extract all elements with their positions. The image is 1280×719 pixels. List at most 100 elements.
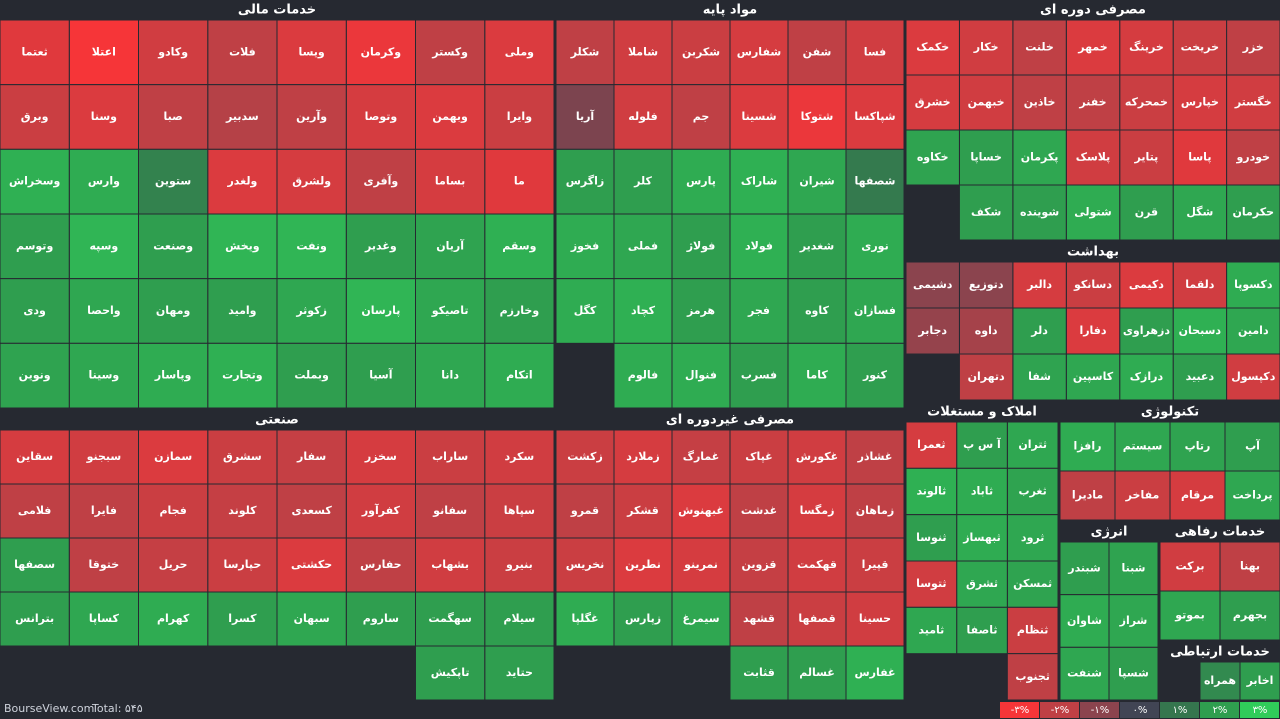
tile-name: آپ [1245, 439, 1260, 453]
tile [787, 148, 847, 215]
tile-name: حکشتی [291, 558, 332, 571]
tile-name: شسپا [1118, 667, 1149, 680]
tile-name: دسانکو [1073, 278, 1112, 291]
site-name: BourseView.com [4, 702, 94, 715]
tile [671, 537, 731, 593]
tile-name: وآفری [364, 174, 399, 188]
tile-name: وکادو [157, 45, 188, 58]
tile [68, 429, 139, 485]
tile [1012, 129, 1067, 186]
tile-name: وخارزم [500, 304, 540, 317]
tile [671, 483, 731, 539]
tile-name: ودی [23, 304, 46, 317]
tile-name: وسخراش [9, 175, 61, 188]
tile [345, 213, 416, 280]
tile-name: سخزر [364, 450, 397, 463]
tile [68, 591, 139, 647]
legend-swatch [1000, 702, 1039, 718]
tile [845, 84, 905, 150]
tile-name: ثتوسا [916, 577, 946, 590]
tile [729, 645, 789, 701]
tile [671, 84, 731, 150]
tile [68, 148, 139, 215]
sector-title: مصرفی غیردوره ای [666, 413, 794, 428]
tile-name: کسرا [228, 612, 257, 625]
tile [276, 19, 347, 86]
tile-name: فلامی [18, 504, 52, 517]
tile-name: شپاکسا [854, 110, 895, 123]
tile [207, 148, 278, 215]
tile [138, 19, 209, 86]
tile-name: مرقام [1181, 489, 1214, 502]
tile-name: دفارا [1079, 324, 1106, 337]
tile [1226, 353, 1280, 401]
tile-name: وصنعت [153, 239, 193, 252]
tile [613, 148, 673, 215]
tile-name: هرمز [686, 304, 715, 317]
tile-name: خساپا [970, 151, 1002, 164]
tile-name: ثاباد [971, 485, 993, 498]
sector-title: انرژی [1091, 525, 1128, 540]
tile-name: وسنا [91, 110, 117, 123]
tile [1172, 129, 1228, 186]
tile-name: وتوصا [365, 110, 398, 123]
tile [956, 467, 1008, 516]
tile-name: خشرق [915, 96, 951, 109]
tile [1159, 590, 1221, 641]
tile-name: رتاپ [1185, 440, 1211, 453]
tile-name: شصفها [855, 175, 896, 188]
tile-name: مفاخر [1125, 489, 1160, 502]
tile [1065, 353, 1121, 401]
tile [729, 537, 789, 593]
tile-name: وارس [88, 175, 120, 188]
tile-name: غسالم [799, 666, 835, 679]
tile [845, 591, 905, 647]
tile [138, 213, 209, 280]
legend-label: -۳% [1011, 705, 1029, 716]
tile-name: ومهان [156, 304, 191, 317]
tile-name: ختوقا [89, 558, 120, 571]
tile-name: دلقما [1185, 278, 1215, 291]
tile [787, 645, 847, 701]
tile [1119, 129, 1174, 186]
tile-name: زکوثر [295, 304, 327, 317]
tile-name: فایرا [91, 504, 117, 517]
tile-name: مادیرا [1072, 489, 1103, 502]
tile-name: آسیا [369, 368, 392, 382]
tile [1006, 421, 1059, 469]
tile-name: نطرین [625, 558, 661, 571]
tile [905, 74, 960, 131]
tile-name: کچاد [631, 304, 656, 317]
tile [845, 342, 905, 409]
tile-name: شکربن [682, 45, 720, 58]
tile [415, 342, 486, 409]
tile-name: شغدیر [799, 239, 834, 252]
tile [68, 483, 139, 539]
tile [207, 429, 278, 485]
tile [671, 19, 731, 86]
tile-name: پلاسک [1076, 151, 1111, 164]
tile-name: کگل [574, 304, 597, 317]
tile [484, 148, 555, 215]
tile [1172, 353, 1228, 401]
tile-name: بترانس [15, 612, 54, 625]
tile [415, 148, 486, 215]
tile-name: خمحرکه [1125, 96, 1168, 109]
tile-name: نوری [861, 239, 888, 252]
tile-name: سمازن [154, 450, 192, 463]
tile [0, 84, 70, 150]
tile [207, 278, 278, 344]
tile [0, 591, 70, 647]
tile [68, 278, 139, 344]
tile-name: فولاد [745, 239, 773, 252]
tile-name: پکرمان [1021, 151, 1059, 164]
tile [1119, 74, 1174, 131]
tile-name: دسبحان [1179, 324, 1222, 337]
tile-name: شاوان [1067, 614, 1102, 627]
tile [729, 19, 789, 86]
tile [484, 591, 555, 647]
tile [484, 19, 555, 86]
tile-name: وتوسم [16, 239, 53, 252]
tile [345, 483, 416, 539]
tile-name: ثشرق [966, 577, 998, 590]
